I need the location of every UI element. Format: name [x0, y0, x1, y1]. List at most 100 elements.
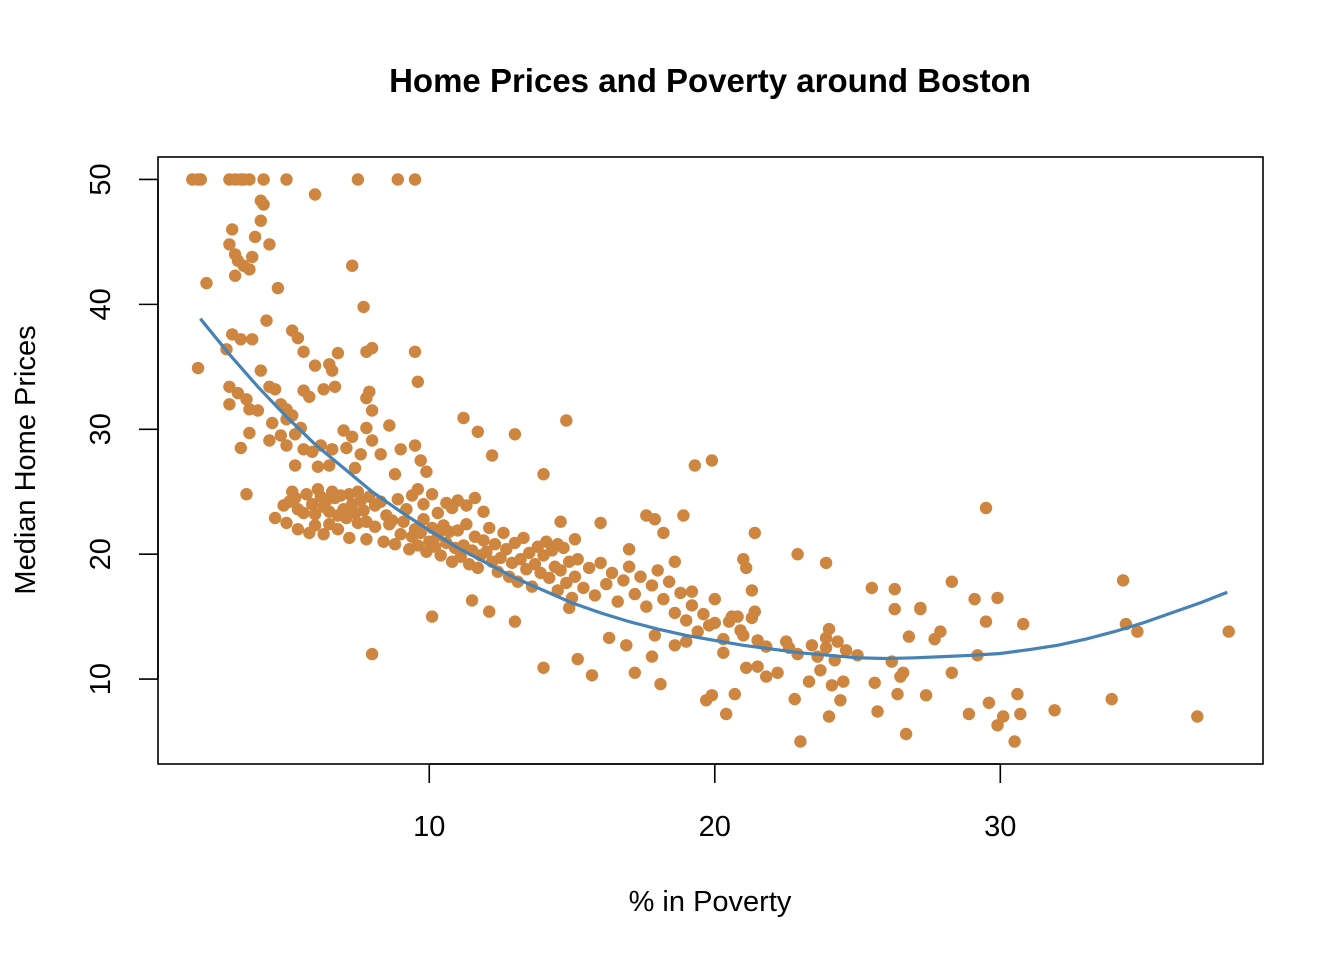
data-point	[363, 385, 376, 398]
data-point	[483, 521, 496, 535]
data-point	[751, 660, 764, 673]
data-point	[814, 664, 827, 677]
data-point	[394, 528, 407, 541]
data-point	[979, 615, 993, 628]
data-point	[365, 404, 379, 417]
data-point	[311, 460, 325, 473]
data-point	[894, 670, 907, 683]
data-point	[365, 434, 379, 447]
data-point	[460, 518, 473, 531]
data-point	[508, 428, 522, 441]
data-point	[914, 601, 927, 615]
data-point	[902, 630, 916, 643]
data-point	[411, 539, 424, 552]
data-point	[805, 639, 819, 652]
data-point	[457, 411, 470, 425]
data-point	[577, 581, 590, 595]
data-point	[568, 533, 582, 546]
data-point	[945, 666, 958, 679]
data-point	[771, 666, 784, 679]
data-point	[571, 553, 584, 566]
data-point	[288, 428, 302, 441]
data-point	[551, 584, 564, 597]
data-point	[468, 491, 482, 505]
data-point	[819, 641, 833, 654]
data-point	[231, 386, 245, 400]
data-point	[383, 518, 396, 531]
data-point	[680, 635, 693, 648]
data-point	[331, 346, 345, 360]
data-point	[254, 214, 267, 227]
data-point	[497, 526, 510, 540]
data-point	[645, 650, 659, 663]
data-point	[657, 592, 670, 606]
data-point	[825, 679, 839, 692]
data-point	[240, 488, 253, 501]
data-point	[560, 576, 573, 590]
data-point	[888, 582, 901, 596]
y-tick-label: 10	[85, 663, 117, 695]
data-point	[223, 380, 236, 393]
data-point	[326, 364, 339, 377]
data-point	[834, 694, 847, 707]
data-point	[280, 413, 293, 426]
data-point	[383, 419, 396, 432]
data-point	[223, 398, 236, 411]
data-point	[648, 513, 661, 526]
data-point	[420, 465, 433, 478]
data-point	[651, 564, 664, 577]
data-point	[688, 459, 701, 472]
data-point	[674, 586, 687, 600]
data-point	[300, 488, 313, 501]
data-point	[962, 707, 976, 721]
data-point	[717, 646, 730, 659]
y-axis-label: Median Home Prices	[10, 325, 42, 594]
data-point	[254, 364, 267, 377]
data-point	[388, 538, 402, 551]
data-point	[243, 173, 256, 186]
data-point	[831, 635, 844, 648]
data-point	[851, 649, 864, 662]
data-point	[780, 635, 793, 648]
data-point	[605, 566, 619, 580]
data-point	[645, 579, 659, 592]
data-point	[240, 393, 253, 406]
data-point	[280, 516, 293, 530]
data-point	[740, 661, 753, 674]
data-point	[417, 498, 430, 511]
data-point	[680, 614, 693, 627]
data-point	[919, 689, 933, 702]
data-point	[1011, 687, 1024, 701]
data-point	[691, 625, 704, 638]
data-point	[268, 383, 282, 396]
data-point	[654, 677, 667, 691]
x-axis: 10 20 30	[413, 763, 1016, 843]
data-point	[582, 561, 596, 575]
data-point	[640, 600, 653, 613]
data-point	[508, 615, 522, 628]
data-point	[471, 561, 484, 575]
data-point	[523, 546, 536, 560]
data-point	[425, 610, 439, 623]
data-point	[662, 575, 676, 588]
data-point	[266, 416, 279, 430]
data-point	[343, 531, 356, 545]
data-point	[246, 250, 259, 264]
data-point	[346, 430, 359, 443]
data-point	[991, 591, 1004, 605]
data-point	[979, 501, 993, 515]
data-point	[357, 300, 370, 314]
data-point	[668, 606, 681, 620]
data-point	[374, 448, 387, 461]
data-point	[740, 561, 753, 575]
data-point	[346, 259, 359, 272]
data-point	[617, 574, 630, 587]
data-point	[991, 719, 1004, 732]
data-point	[308, 359, 322, 372]
data-point	[414, 454, 427, 467]
data-point	[291, 523, 305, 536]
data-point	[351, 516, 365, 530]
data-point	[788, 692, 801, 706]
data-point	[1222, 625, 1235, 638]
